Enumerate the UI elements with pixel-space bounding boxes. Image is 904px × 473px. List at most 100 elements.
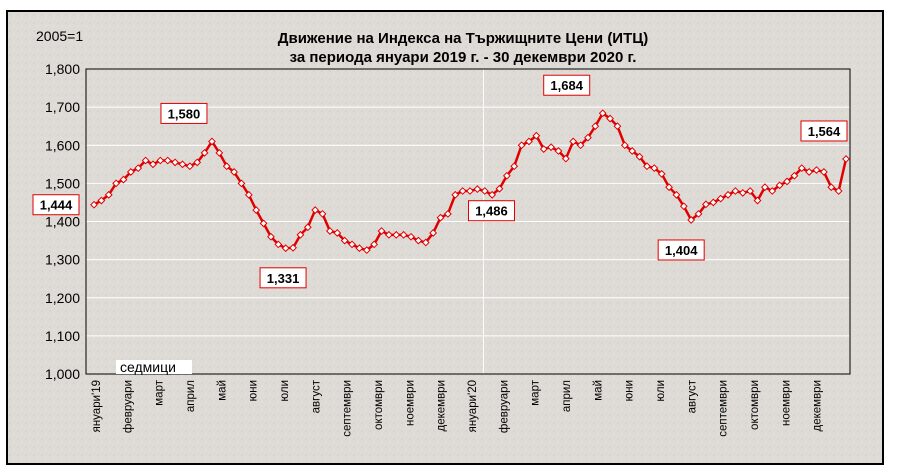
data-point: [473, 185, 482, 194]
data-point: [768, 187, 777, 195]
data-point: [193, 158, 202, 167]
x-tick-label: януари'19: [91, 380, 103, 432]
data-point: [738, 188, 747, 197]
data-point: [672, 190, 681, 199]
annotation-box: [543, 74, 591, 96]
y-tick-label: 1,700: [45, 99, 80, 115]
x-tick-label: март: [530, 379, 542, 405]
annotation-box: [800, 120, 848, 142]
data-point: [274, 240, 283, 249]
data-point: [591, 122, 600, 131]
chart-frame: Движение на Индекса на Тържищните Цени (…: [6, 10, 884, 465]
data-point: [443, 209, 452, 218]
data-point: [635, 152, 644, 161]
x-tick-label: август: [310, 379, 322, 413]
data-point: [679, 202, 688, 211]
data-point: [112, 179, 121, 188]
data-point: [694, 209, 703, 218]
y-tick-label: 1,800: [45, 61, 80, 77]
chart-background: [8, 12, 882, 463]
data-point: [90, 200, 98, 209]
annotation-box: [259, 267, 307, 289]
data-point: [178, 160, 187, 169]
x-axis-label-bg: [116, 360, 192, 374]
x-tick-label: декември: [812, 380, 824, 432]
x-tick-label: октомври: [749, 380, 761, 430]
data-point: [687, 216, 696, 224]
data-point: [569, 137, 578, 146]
data-point: [259, 219, 268, 228]
data-point: [584, 133, 592, 142]
data-point: [377, 227, 386, 235]
data-point: [613, 122, 622, 131]
data-point: [119, 175, 128, 184]
data-point: [421, 238, 430, 247]
data-point: [746, 187, 755, 195]
plot-area: [85, 68, 851, 375]
data-point: [598, 109, 607, 118]
data-point: [561, 154, 570, 163]
data-point: [517, 141, 526, 150]
y-tick-label: 1,200: [45, 290, 80, 306]
data-point: [355, 244, 364, 253]
data-point: [834, 187, 843, 195]
data-point: [149, 160, 157, 169]
data-point: [392, 230, 401, 239]
x-tick-label: май: [216, 380, 228, 401]
x-tick-label: февруари: [122, 380, 134, 433]
data-point: [333, 229, 342, 237]
data-point: [200, 148, 209, 157]
y-tick-label: 1,500: [45, 175, 80, 191]
data-point: [414, 236, 423, 245]
data-point: [458, 187, 467, 195]
data-point: [289, 243, 297, 252]
data-point: [222, 162, 231, 171]
data-point: [819, 168, 828, 176]
data-point: [318, 209, 327, 218]
data-point: [311, 206, 320, 214]
x-tick-label: юни: [248, 380, 260, 401]
x-axis-label: седмици: [120, 359, 176, 375]
x-tick-label: януари'20: [467, 380, 479, 432]
data-point: [451, 190, 460, 199]
data-point: [783, 177, 791, 186]
data-point: [842, 155, 850, 163]
base-label: 2005=1: [36, 28, 83, 44]
annotation-label: 1,331: [267, 271, 300, 286]
data-point: [215, 148, 224, 157]
x-tick-label: октомври: [373, 380, 385, 430]
data-point: [134, 164, 143, 173]
data-point: [466, 187, 474, 195]
annotation-box: [657, 239, 705, 261]
x-tick-label: август: [686, 379, 698, 413]
x-tick-label: декември: [436, 380, 448, 432]
data-point: [753, 196, 762, 205]
data-point: [267, 232, 275, 241]
data-point: [532, 131, 541, 140]
x-tick-label: септември: [718, 380, 730, 437]
x-tick-label: май: [592, 380, 604, 401]
data-point: [510, 162, 519, 171]
chart-subtitle: за периода януари 2019 г. - 30 декември …: [290, 49, 637, 66]
data-point: [163, 156, 172, 165]
data-point: [156, 156, 165, 165]
data-point: [576, 141, 585, 150]
data-point: [303, 223, 312, 232]
data-point: [812, 166, 821, 174]
y-tick-label: 1,400: [45, 214, 80, 230]
data-point: [237, 179, 246, 188]
data-point: [348, 240, 356, 249]
x-tick-label: април: [185, 380, 197, 412]
data-point: [724, 190, 732, 199]
data-point: [208, 137, 216, 146]
data-point: [790, 171, 799, 180]
data-point: [554, 147, 563, 155]
data-point: [296, 230, 305, 239]
data-point: [230, 168, 238, 176]
chart-title: Движение на Индекса на Тържищните Цени (…: [278, 30, 648, 47]
y-tick-label: 1,300: [45, 252, 80, 268]
x-tick-label: ноември: [780, 380, 792, 426]
data-point: [97, 196, 106, 205]
grid-lines: [86, 106, 850, 337]
data-point: [399, 230, 408, 239]
